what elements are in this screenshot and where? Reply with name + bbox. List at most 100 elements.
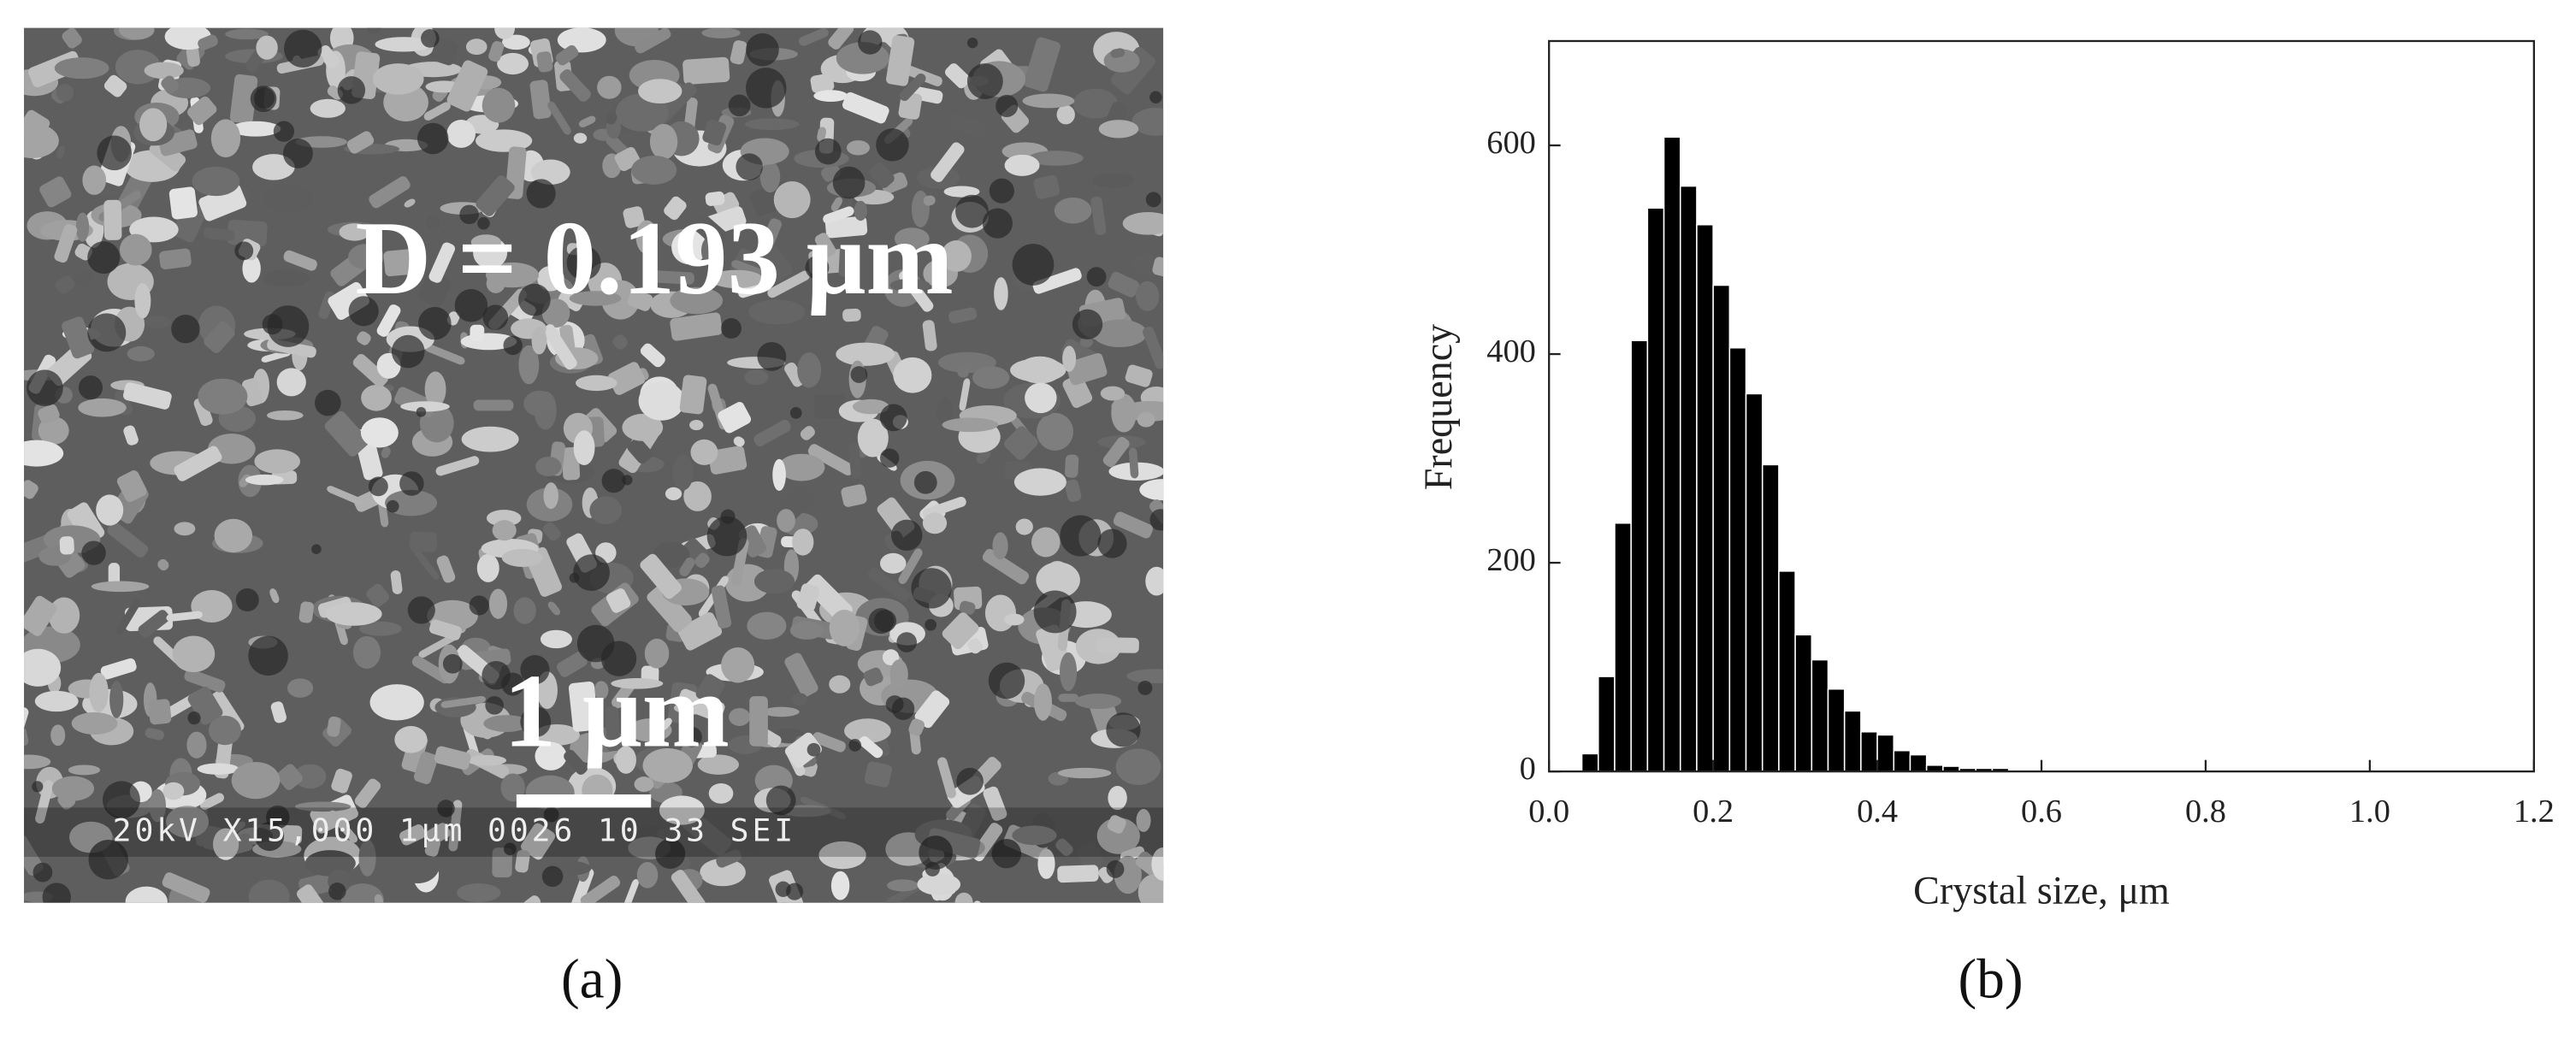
bar bbox=[1712, 284, 1731, 772]
pore bbox=[576, 624, 615, 663]
pore bbox=[421, 29, 440, 48]
grain bbox=[731, 260, 768, 279]
grain bbox=[589, 496, 623, 525]
pore bbox=[32, 862, 53, 883]
grain bbox=[1077, 841, 1103, 871]
grain bbox=[679, 558, 695, 576]
grain bbox=[899, 73, 926, 102]
grain bbox=[798, 27, 829, 46]
grain bbox=[828, 27, 854, 50]
grain bbox=[38, 404, 60, 424]
caption-a: (a) bbox=[561, 949, 623, 1011]
grain bbox=[24, 440, 64, 467]
grain bbox=[797, 352, 822, 388]
grain bbox=[611, 677, 664, 689]
grain bbox=[298, 601, 315, 623]
grain bbox=[1125, 364, 1153, 387]
grain bbox=[1015, 518, 1033, 535]
sem-grains bbox=[24, 27, 1164, 903]
grain bbox=[122, 382, 172, 410]
grain bbox=[886, 35, 915, 86]
grain bbox=[1058, 694, 1079, 702]
grain bbox=[537, 265, 564, 292]
grain bbox=[96, 494, 124, 526]
grain bbox=[763, 706, 800, 717]
pore bbox=[328, 883, 346, 900]
grain bbox=[694, 552, 710, 569]
grain bbox=[62, 27, 82, 49]
grain bbox=[139, 108, 168, 142]
grain bbox=[889, 659, 908, 690]
pore bbox=[879, 404, 907, 432]
grain bbox=[1074, 694, 1122, 710]
grain bbox=[644, 638, 670, 669]
grain bbox=[1062, 374, 1093, 409]
grain bbox=[523, 895, 541, 903]
grain bbox=[446, 60, 488, 112]
grain bbox=[354, 778, 381, 808]
grain bbox=[721, 646, 755, 683]
grain bbox=[204, 321, 235, 353]
grain bbox=[1022, 93, 1075, 109]
grain bbox=[710, 269, 764, 289]
grain bbox=[922, 512, 948, 534]
grain bbox=[56, 84, 74, 102]
grain bbox=[607, 362, 646, 395]
grain bbox=[529, 80, 552, 120]
grain bbox=[1090, 196, 1107, 235]
grain bbox=[943, 186, 980, 198]
grain bbox=[937, 757, 956, 799]
grain bbox=[1151, 847, 1164, 881]
grain bbox=[753, 569, 795, 594]
grain bbox=[697, 754, 739, 775]
bar bbox=[1860, 730, 1878, 772]
grain bbox=[976, 449, 991, 464]
grain bbox=[627, 437, 653, 464]
caption-b: (b) bbox=[1958, 949, 2023, 1011]
grain bbox=[198, 184, 247, 221]
grain bbox=[276, 764, 303, 790]
grain bbox=[942, 417, 999, 433]
grain bbox=[605, 706, 621, 752]
grain bbox=[1137, 874, 1164, 903]
grain bbox=[959, 600, 976, 615]
grain bbox=[39, 176, 72, 208]
grain bbox=[702, 119, 727, 146]
grain bbox=[348, 244, 384, 270]
grain bbox=[830, 871, 850, 900]
bar bbox=[1778, 570, 1796, 772]
grain bbox=[1143, 326, 1164, 369]
grain bbox=[1066, 352, 1108, 386]
grain bbox=[358, 839, 376, 877]
grain bbox=[108, 563, 121, 587]
x-tick-label: 1.0 bbox=[2349, 794, 2390, 829]
grain bbox=[944, 63, 971, 89]
grain bbox=[767, 270, 810, 298]
pore bbox=[601, 469, 626, 493]
grain bbox=[664, 196, 687, 221]
grain bbox=[638, 79, 682, 104]
grain bbox=[640, 553, 682, 599]
grain bbox=[777, 509, 795, 533]
grain bbox=[627, 289, 653, 311]
pore bbox=[891, 697, 915, 720]
grain bbox=[34, 690, 79, 712]
grain bbox=[670, 286, 724, 315]
info-bar-shade bbox=[24, 807, 1164, 857]
grain bbox=[256, 35, 278, 60]
pore bbox=[1086, 267, 1107, 287]
pore bbox=[911, 568, 952, 609]
grain bbox=[24, 595, 57, 636]
bar bbox=[1794, 634, 1813, 772]
grain bbox=[48, 597, 80, 634]
grain bbox=[670, 312, 723, 341]
grain bbox=[91, 581, 150, 593]
grain bbox=[1033, 174, 1061, 199]
bar bbox=[1646, 207, 1665, 772]
grain bbox=[24, 123, 59, 159]
grain bbox=[1108, 786, 1127, 811]
grain bbox=[161, 75, 180, 94]
grain bbox=[733, 436, 745, 447]
grain bbox=[597, 75, 622, 99]
grain bbox=[848, 443, 862, 479]
